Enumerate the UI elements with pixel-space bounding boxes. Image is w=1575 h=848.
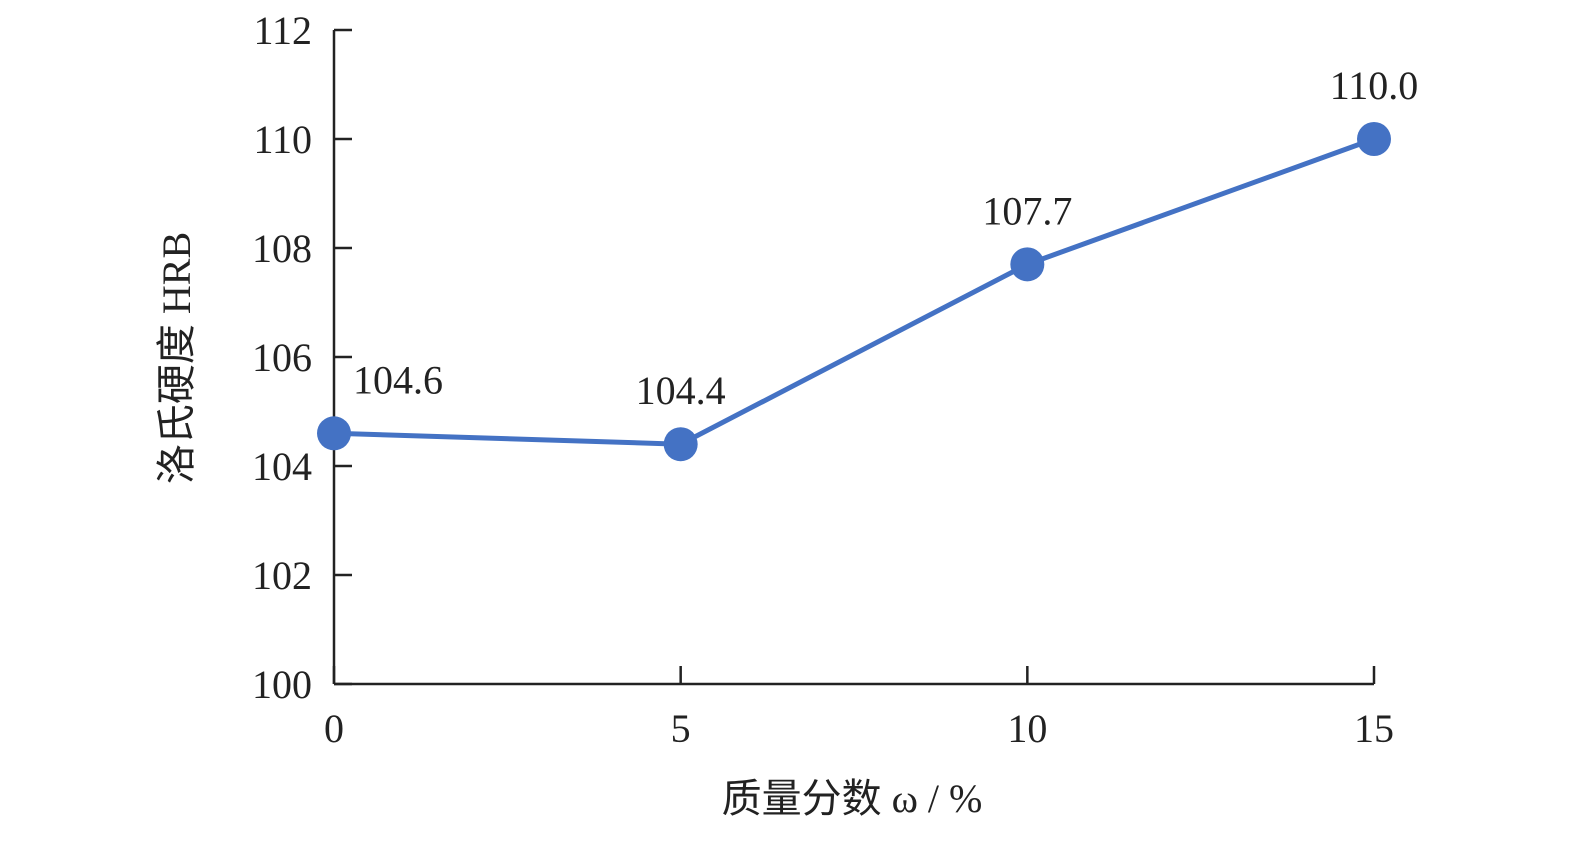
data-label: 104.4 — [636, 368, 726, 413]
line — [333, 136, 1375, 447]
y-tick-label: 106 — [252, 335, 312, 380]
y-tick-label: 104 — [252, 444, 312, 489]
data-label: 107.7 — [982, 188, 1072, 233]
x-tick-label: 0 — [324, 706, 344, 751]
marker — [1357, 122, 1391, 156]
y-tick-label: 108 — [252, 226, 312, 271]
y-axis-label: 洛氏硬度 HRB — [154, 232, 199, 484]
x-tick-label: 10 — [1007, 706, 1047, 751]
data-label: 110.0 — [1330, 63, 1419, 108]
y-tick-label: 102 — [252, 553, 312, 598]
data-label: 104.6 — [353, 357, 443, 402]
x-axis-label: 质量分数 ω / % — [722, 776, 983, 821]
x-tick-label: 5 — [671, 706, 691, 751]
x-tick-label: 15 — [1354, 706, 1394, 751]
y-tick-label: 112 — [253, 8, 312, 53]
marker — [663, 427, 698, 462]
marker — [1010, 247, 1045, 282]
y-tick-label: 110 — [253, 117, 312, 162]
y-tick-label: 100 — [252, 662, 312, 707]
marker — [317, 416, 351, 451]
